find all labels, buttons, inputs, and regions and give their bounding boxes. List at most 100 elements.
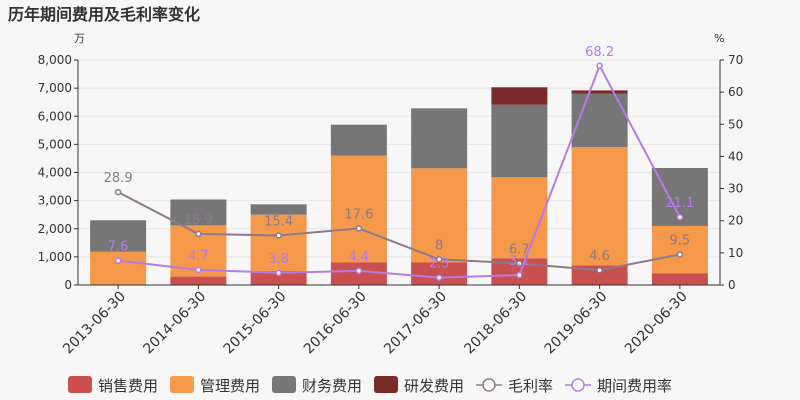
right-axis-ticks: 0 10 20 30 40 50 60 70 [719, 53, 743, 292]
data-label: 15.9 [184, 213, 213, 228]
data-label: 8 [435, 238, 443, 253]
data-label: 4.4 [349, 250, 370, 265]
legend-marker [482, 378, 496, 392]
left-tick-label: 6,000 [38, 109, 72, 123]
legend-marker [571, 378, 585, 392]
data-label: 3.8 [268, 252, 289, 267]
series-point [516, 260, 523, 267]
left-tick-label: 4,000 [38, 166, 72, 180]
left-tick-label: 2,000 [38, 222, 72, 236]
x-tick-label: 2015-06-30 [221, 289, 290, 358]
series-point [435, 256, 443, 263]
left-tick-label: 7,000 [38, 81, 72, 95]
left-tick-label: 1,000 [38, 250, 72, 264]
right-tick-label: 50 [728, 117, 743, 131]
x-tick-label: 2013-06-30 [60, 289, 129, 358]
chart-title: 历年期间费用及毛利率变化 [8, 5, 200, 24]
legend: 销售费用 管理费用 财务费用 研发费用 毛利率 期间费用率 [68, 376, 672, 395]
series-line [118, 63, 681, 279]
data-label: 21.1 [665, 196, 694, 211]
data-label: 2.3 [429, 257, 450, 272]
series-point [195, 230, 202, 238]
series-point [275, 269, 282, 277]
bar-segment [330, 124, 387, 156]
data-label: 7.6 [108, 240, 129, 255]
series-point [275, 232, 282, 239]
left-tick-label: 0 [64, 278, 72, 292]
data-label: 15.4 [264, 215, 293, 230]
right-tick-label: 0 [728, 278, 736, 292]
series-point [355, 225, 363, 232]
series-point [516, 271, 523, 279]
data-label: 9.5 [670, 233, 691, 248]
bar-segment [330, 155, 387, 263]
data-label: 3.1 [509, 254, 530, 269]
data-label: 6.7 [509, 242, 530, 257]
right-tick-label: 70 [728, 53, 743, 67]
series-point [114, 188, 122, 196]
data-label: 4.6 [589, 249, 610, 264]
data-label: 28.9 [104, 171, 133, 186]
series-point [676, 251, 684, 258]
bars-group [90, 87, 708, 285]
legend-label: 期间费用率 [597, 377, 672, 395]
x-tick-label: 2016-06-30 [301, 289, 370, 358]
legend-label: 管理费用 [200, 377, 260, 395]
series-point [435, 274, 443, 281]
left-axis-unit: 万 [74, 32, 85, 45]
legend-swatch [272, 376, 296, 393]
series-line [117, 191, 681, 272]
bar-segment [491, 177, 548, 259]
bar-segment [170, 276, 227, 285]
legend-label: 财务费用 [302, 377, 362, 395]
data-label: 17.6 [344, 207, 373, 222]
left-tick-label: 5,000 [38, 137, 72, 151]
bar-segment [411, 168, 468, 263]
x-tick-label: 2018-06-30 [461, 289, 530, 358]
series-point [596, 62, 603, 70]
data-label: 4.7 [188, 249, 209, 264]
series-point [596, 266, 603, 274]
right-tick-label: 10 [728, 246, 743, 260]
bar-segment [90, 220, 147, 252]
right-axis-unit: % [714, 32, 724, 45]
bar-segment [491, 87, 548, 105]
legend-swatch [170, 376, 194, 393]
right-tick-label: 40 [728, 149, 743, 163]
bar-segment [571, 147, 628, 266]
data-label: 68.2 [585, 45, 614, 60]
bar-segment [571, 265, 628, 285]
series-point [114, 257, 122, 264]
x-tick-label: 2019-06-30 [542, 289, 611, 358]
bar-segment [491, 104, 548, 178]
series-point [676, 213, 684, 221]
series-point [195, 266, 202, 274]
bar-segment [651, 273, 708, 285]
legend-label: 销售费用 [98, 377, 158, 395]
x-tick-label: 2017-06-30 [381, 289, 450, 358]
x-tick-label: 2014-06-30 [140, 289, 209, 358]
right-tick-label: 30 [728, 182, 743, 196]
bar-segment [250, 204, 307, 215]
series-point [355, 267, 363, 275]
bar-segment [250, 214, 307, 271]
lines-group: 28.9 15.9 15.4 17.6 8 6.7 4.6 9.5 7.6 4.7 3.8 4.4 2.… [104, 45, 694, 281]
bar-segment [571, 90, 628, 94]
bar-segment [250, 270, 307, 285]
right-tick-label: 60 [728, 85, 743, 99]
legend-label: 研发费用 [404, 377, 464, 395]
legend-swatch [68, 376, 92, 393]
bar-segment [411, 262, 468, 285]
bar-segment [170, 199, 227, 226]
left-tick-label: 3,000 [38, 194, 72, 208]
bar-segment [411, 108, 468, 169]
legend-label: 毛利率 [508, 377, 553, 395]
right-tick-label: 20 [728, 214, 743, 228]
x-axis-ticks: 2013-06-30 2014-06-30 2015-06-30 2016-06-30… [60, 284, 720, 358]
bar-segment [90, 251, 147, 285]
left-tick-label: 8,000 [38, 53, 72, 67]
x-tick-label: 2020-06-30 [622, 289, 691, 358]
left-axis-ticks: 0 1,000 2,000 3,000 4,000 5,000 6,000 7,000 8,00… [38, 53, 79, 292]
